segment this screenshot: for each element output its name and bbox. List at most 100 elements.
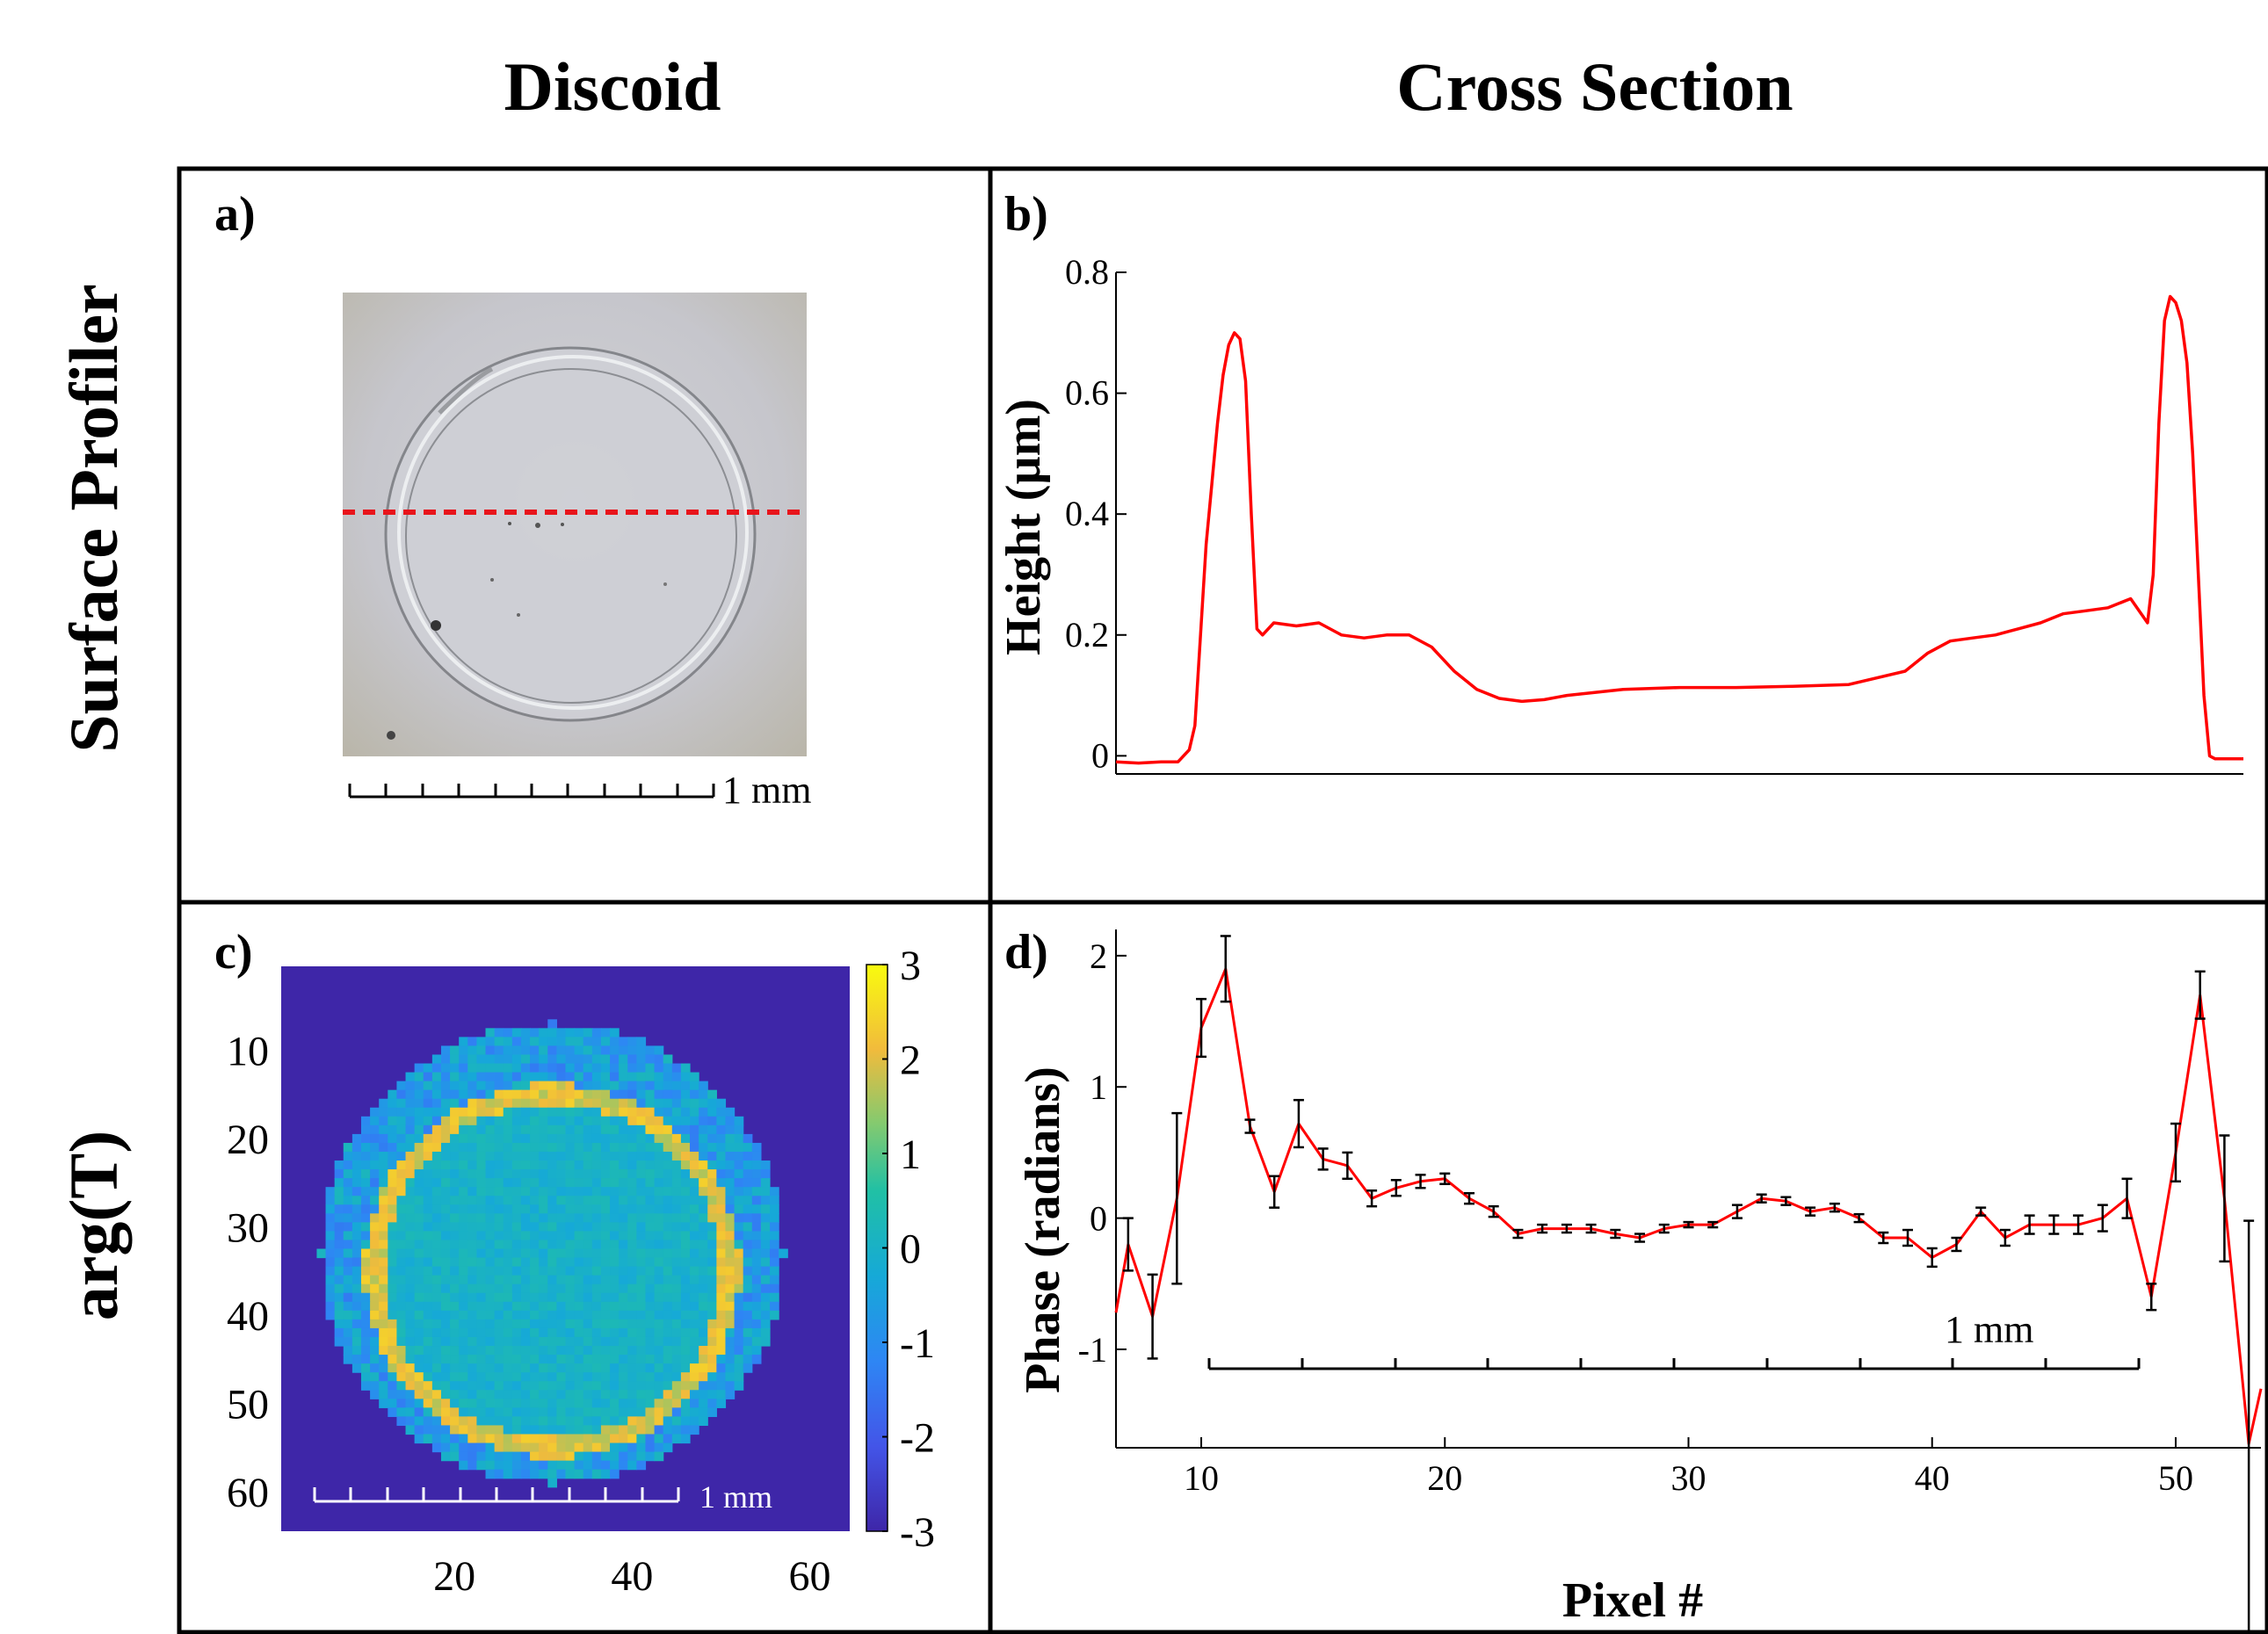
heatmap-cell bbox=[511, 1037, 522, 1047]
heatmap-cell bbox=[699, 1390, 708, 1399]
heatmap-cell bbox=[565, 1310, 576, 1320]
heatmap-cell bbox=[414, 1319, 424, 1329]
heatmap-cell bbox=[539, 1390, 548, 1399]
heatmap-cell bbox=[699, 1178, 708, 1188]
heatmap-cell bbox=[467, 1336, 478, 1347]
heatmap-cell bbox=[396, 1372, 407, 1382]
heatmap-cell bbox=[423, 1355, 433, 1364]
heatmap-cell bbox=[431, 1425, 442, 1435]
heatmap-cell bbox=[583, 1187, 593, 1197]
heatmap-cell bbox=[539, 1363, 548, 1373]
chart-b-ytick-label: 0.6 bbox=[1065, 373, 1109, 413]
heatmap-cell bbox=[600, 1381, 611, 1391]
heatmap-cell bbox=[600, 1231, 611, 1241]
heatmap-cell bbox=[388, 1098, 398, 1109]
heatmap-cell bbox=[485, 1407, 496, 1417]
heatmap-cell bbox=[414, 1222, 424, 1233]
heatmap-cell bbox=[503, 1301, 513, 1312]
heatmap-cell bbox=[645, 1081, 656, 1091]
chart-d-error-bar bbox=[2048, 1214, 2060, 1235]
heatmap-cell bbox=[654, 1372, 664, 1382]
heatmap-cell bbox=[520, 1160, 531, 1170]
heatmap-cell bbox=[671, 1283, 682, 1294]
heatmap-cell bbox=[503, 1037, 513, 1047]
heatmap-cell bbox=[547, 1319, 557, 1329]
heatmap-cell bbox=[716, 1390, 727, 1399]
heatmap-cell bbox=[583, 1292, 593, 1303]
heatmap-cell bbox=[396, 1081, 407, 1091]
heatmap-cell bbox=[636, 1390, 647, 1399]
heatmap-cell bbox=[707, 1089, 717, 1100]
heatmap-cell bbox=[388, 1310, 398, 1320]
heatmap-cell bbox=[645, 1098, 656, 1109]
heatmap-cell bbox=[619, 1045, 628, 1056]
heatmap-cell bbox=[645, 1240, 656, 1250]
heatmap-cell bbox=[467, 1425, 478, 1435]
heatmap-cell bbox=[680, 1407, 691, 1417]
heatmap-cell bbox=[503, 1045, 513, 1056]
heatmap-cell bbox=[520, 1407, 531, 1417]
heatmap-cell bbox=[414, 1240, 424, 1250]
heatmap-cell bbox=[539, 1346, 548, 1356]
heatmap-cell bbox=[530, 1116, 540, 1126]
heatmap-cell bbox=[440, 1292, 451, 1303]
heatmap-cell bbox=[663, 1434, 673, 1444]
heatmap-cell bbox=[671, 1169, 682, 1179]
heatmap-cell bbox=[360, 1283, 371, 1294]
heatmap-cell bbox=[476, 1142, 487, 1153]
heatmap-cell bbox=[334, 1240, 344, 1250]
heatmap-cell bbox=[467, 1266, 478, 1276]
heatmap-cell bbox=[743, 1283, 753, 1294]
heatmap-cell bbox=[760, 1204, 771, 1214]
heatmap-cell bbox=[396, 1336, 407, 1347]
heatmap-cell bbox=[574, 1213, 584, 1223]
heatmap-cell bbox=[680, 1196, 691, 1205]
heatmap-cell bbox=[414, 1231, 424, 1241]
heatmap-cell bbox=[663, 1089, 673, 1100]
heatmap-cell bbox=[619, 1416, 628, 1427]
heatmap-cell bbox=[379, 1213, 388, 1223]
heatmap-cell bbox=[370, 1390, 380, 1399]
heatmap-cell bbox=[423, 1133, 433, 1144]
heatmap-cell bbox=[565, 1222, 576, 1233]
heatmap-cell bbox=[450, 1372, 460, 1382]
heatmap-cell bbox=[663, 1231, 673, 1241]
heatmap-cell bbox=[467, 1346, 478, 1356]
heatmap-cell bbox=[591, 1240, 602, 1250]
heatmap-cell bbox=[600, 1319, 611, 1329]
heatmap-cell bbox=[396, 1089, 407, 1100]
chart-d-xtick-label: 40 bbox=[1915, 1458, 1950, 1498]
heatmap-cell bbox=[511, 1310, 522, 1320]
heatmap-cell bbox=[751, 1266, 762, 1276]
heatmap-cell bbox=[423, 1399, 433, 1408]
heatmap-cell bbox=[405, 1072, 416, 1082]
heatmap-cell bbox=[627, 1310, 637, 1320]
heatmap-cell bbox=[494, 1310, 504, 1320]
heatmap-cell bbox=[520, 1248, 531, 1259]
heatmap-cell bbox=[610, 1240, 620, 1250]
heatmap-cell bbox=[725, 1196, 735, 1205]
heatmap-cell bbox=[591, 1266, 602, 1276]
heatmap-cell bbox=[511, 1416, 522, 1427]
heatmap-cell bbox=[627, 1063, 637, 1074]
heatmap-cell bbox=[654, 1310, 664, 1320]
heatmap-cell bbox=[494, 1372, 504, 1382]
heatmap-cell bbox=[539, 1081, 548, 1091]
heatmap-cell bbox=[440, 1204, 451, 1214]
heatmap-cell bbox=[450, 1089, 460, 1100]
heatmap-cell bbox=[530, 1460, 540, 1471]
heatmap-cell bbox=[440, 1275, 451, 1285]
heatmap-cell bbox=[627, 1133, 637, 1144]
heatmap-cell bbox=[716, 1319, 727, 1329]
heatmap-cell bbox=[671, 1133, 682, 1144]
heatmap-cell bbox=[485, 1283, 496, 1294]
heatmap-cell bbox=[511, 1275, 522, 1285]
heatmap-cell bbox=[485, 1222, 496, 1233]
heatmap-cell bbox=[760, 1178, 771, 1188]
chart-d-error-bar bbox=[2219, 1134, 2230, 1263]
heatmap-cell bbox=[654, 1213, 664, 1223]
heatmap-cell bbox=[565, 1346, 576, 1356]
heatmap-cell bbox=[423, 1407, 433, 1417]
heatmap-cell bbox=[467, 1196, 478, 1205]
heatmap-cell bbox=[494, 1187, 504, 1197]
